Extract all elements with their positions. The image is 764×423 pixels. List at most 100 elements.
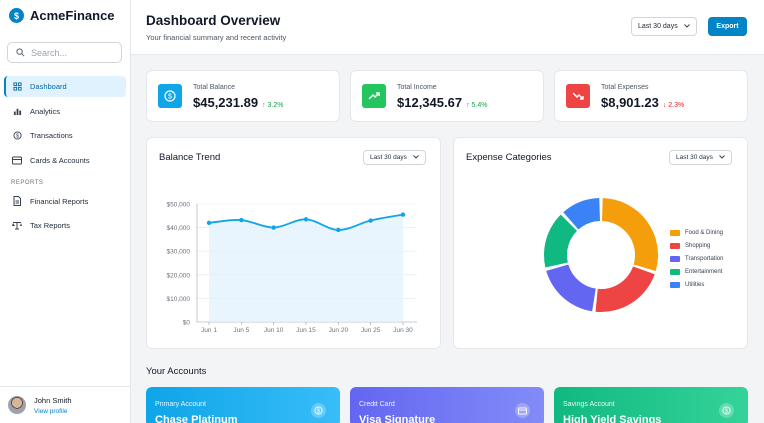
date-range-value: Last 30 days bbox=[638, 23, 678, 30]
stat-card-total-expenses: Total Expenses $8,901.23 ↓ 2.3% bbox=[554, 70, 748, 122]
dollar-logo-icon: $ bbox=[9, 8, 24, 23]
user-profile[interactable]: John Smith View profile bbox=[0, 386, 131, 423]
sidebar-item-label: Dashboard bbox=[30, 82, 67, 91]
date-range-select[interactable]: Last 30 days bbox=[631, 17, 697, 36]
sidebar-item-label: Cards & Accounts bbox=[30, 155, 90, 165]
sidebar-item-financial-reports[interactable]: Financial Reports bbox=[4, 191, 126, 212]
svg-text:$: $ bbox=[317, 409, 320, 415]
view-profile-link[interactable]: View profile bbox=[34, 407, 68, 415]
trending-up-icon bbox=[362, 84, 386, 108]
balance-icon bbox=[12, 221, 22, 231]
data-point[interactable] bbox=[271, 225, 276, 230]
sidebar-item-dashboard[interactable]: Dashboard bbox=[4, 76, 126, 97]
range-value: Last 30 days bbox=[676, 154, 713, 161]
legend-item: Entertainment bbox=[670, 266, 723, 279]
legend-swatch bbox=[670, 282, 680, 289]
stat-change: ↑ 5.4% bbox=[466, 102, 488, 109]
user-name: John Smith bbox=[34, 395, 72, 405]
stat-amount: $8,901.23 bbox=[601, 95, 659, 110]
legend-label: Entertainment bbox=[685, 269, 723, 276]
data-point[interactable] bbox=[239, 217, 244, 223]
search-input[interactable] bbox=[31, 47, 111, 58]
x-tick-label: Jun 20 bbox=[329, 327, 349, 334]
data-point[interactable] bbox=[336, 227, 341, 233]
y-tick-label: $20,000 bbox=[167, 272, 191, 279]
stat-card-total-balance: $ Total Balance $45,231.89 ↑ 3.2% bbox=[146, 70, 340, 122]
stat-value: $8,901.23 ↓ 2.3% bbox=[601, 95, 684, 110]
card-title: Balance Trend bbox=[159, 152, 221, 163]
search-box bbox=[7, 42, 122, 63]
account-type: Credit Card bbox=[359, 401, 395, 408]
credit-card-icon bbox=[12, 155, 22, 165]
bar-chart-icon bbox=[12, 106, 22, 116]
legend-item: Utilities bbox=[670, 279, 723, 292]
donut-slice[interactable] bbox=[602, 198, 658, 271]
search-icon bbox=[15, 48, 25, 58]
grid-icon bbox=[12, 82, 22, 92]
svg-text:$: $ bbox=[16, 134, 19, 140]
accounts-title: Your Accounts bbox=[146, 366, 207, 377]
stat-label: Total Income bbox=[397, 84, 437, 91]
legend-label: Transportation bbox=[685, 255, 724, 262]
page-header: Dashboard Overview Your financial summar… bbox=[131, 0, 764, 55]
sidebar-item-cards-accounts[interactable]: Cards & Accounts bbox=[4, 150, 126, 171]
stat-change: ↓ 2.3% bbox=[662, 102, 685, 109]
donut-slice[interactable] bbox=[595, 266, 655, 312]
account-name: Chase Platinum bbox=[155, 414, 238, 423]
x-tick-label: Jun 30 bbox=[393, 327, 413, 334]
y-tick-label: $30,000 bbox=[167, 249, 191, 256]
account-type: Savings Account bbox=[563, 401, 615, 408]
sidebar-item-label: Transactions bbox=[30, 131, 73, 140]
chevron-down-icon bbox=[413, 154, 419, 161]
legend-label: Shopping bbox=[685, 242, 711, 249]
x-tick-label: Jun 5 bbox=[233, 327, 249, 334]
legend-swatch bbox=[670, 229, 680, 236]
x-tick-label: Jun 15 bbox=[296, 327, 316, 334]
chevron-down-icon bbox=[683, 23, 690, 30]
sidebar-item-tax-reports[interactable]: Tax Reports bbox=[4, 215, 126, 236]
document-icon bbox=[12, 196, 22, 206]
sidebar-item-label: Financial Reports bbox=[30, 196, 89, 206]
balance-area bbox=[209, 214, 403, 322]
expense-range-select[interactable]: Last 30 days bbox=[669, 150, 732, 165]
dollar-circle-icon: $ bbox=[12, 131, 22, 141]
account-name: Visa Signature bbox=[359, 414, 436, 423]
stat-amount: $12,345.67 bbox=[397, 95, 463, 110]
data-point[interactable] bbox=[400, 212, 406, 217]
account-card-primary[interactable]: Primary Account Chase Platinum $ bbox=[146, 387, 340, 423]
legend-item: Food & Dining bbox=[670, 226, 723, 239]
stat-label: Total Expenses bbox=[601, 84, 649, 91]
expense-categories-card: Expense Categories Last 30 days Food & D… bbox=[453, 137, 748, 349]
legend-label: Food & Dining bbox=[685, 229, 724, 236]
data-point[interactable] bbox=[303, 217, 309, 222]
balance-range-select[interactable]: Last 30 days bbox=[363, 150, 426, 165]
x-tick-label: Jun 1 bbox=[201, 327, 217, 334]
brand[interactable]: $ AcmeFinance bbox=[9, 8, 115, 23]
account-name: High Yield Savings bbox=[563, 414, 662, 423]
svg-text:$: $ bbox=[725, 409, 728, 415]
donut-slice[interactable] bbox=[563, 198, 600, 230]
chart-legend: Food & Dining Shopping Transportation Enter… bbox=[670, 226, 723, 292]
legend-swatch bbox=[670, 269, 680, 276]
sidebar: $ AcmeFinance Dashboard Analytics $ Tran… bbox=[0, 0, 131, 423]
stat-change: ↑ 3.2% bbox=[262, 102, 284, 109]
data-point[interactable] bbox=[368, 218, 373, 223]
account-card-savings[interactable]: Savings Account High Yield Savings $ bbox=[554, 387, 748, 423]
donut-slice[interactable] bbox=[546, 264, 596, 312]
chevron-down-icon bbox=[719, 154, 725, 161]
sidebar-item-analytics[interactable]: Analytics bbox=[4, 101, 126, 122]
sidebar-nav: Dashboard Analytics $ Transactions Cards… bbox=[4, 76, 126, 240]
stat-value: $12,345.67 ↑ 5.4% bbox=[397, 95, 487, 110]
export-button[interactable]: Export bbox=[708, 17, 747, 36]
app-name: AcmeFinance bbox=[30, 8, 115, 23]
data-point[interactable] bbox=[206, 220, 212, 226]
account-card-credit[interactable]: Credit Card Visa Signature bbox=[350, 387, 544, 423]
donut-slice[interactable] bbox=[544, 214, 577, 268]
y-tick-label: $0 bbox=[183, 320, 191, 327]
stat-value: $45,231.89 ↑ 3.2% bbox=[193, 95, 283, 110]
balance-line-chart: $0 $10,000 $20,000 $30,000 $40,000 $50,000 Jun… bbox=[167, 202, 417, 334]
page-title: Dashboard Overview bbox=[146, 13, 281, 28]
nav-section-reports: REPORTS bbox=[11, 179, 44, 186]
legend-label: Utilities bbox=[685, 282, 705, 289]
sidebar-item-transactions[interactable]: $ Transactions bbox=[4, 125, 126, 146]
